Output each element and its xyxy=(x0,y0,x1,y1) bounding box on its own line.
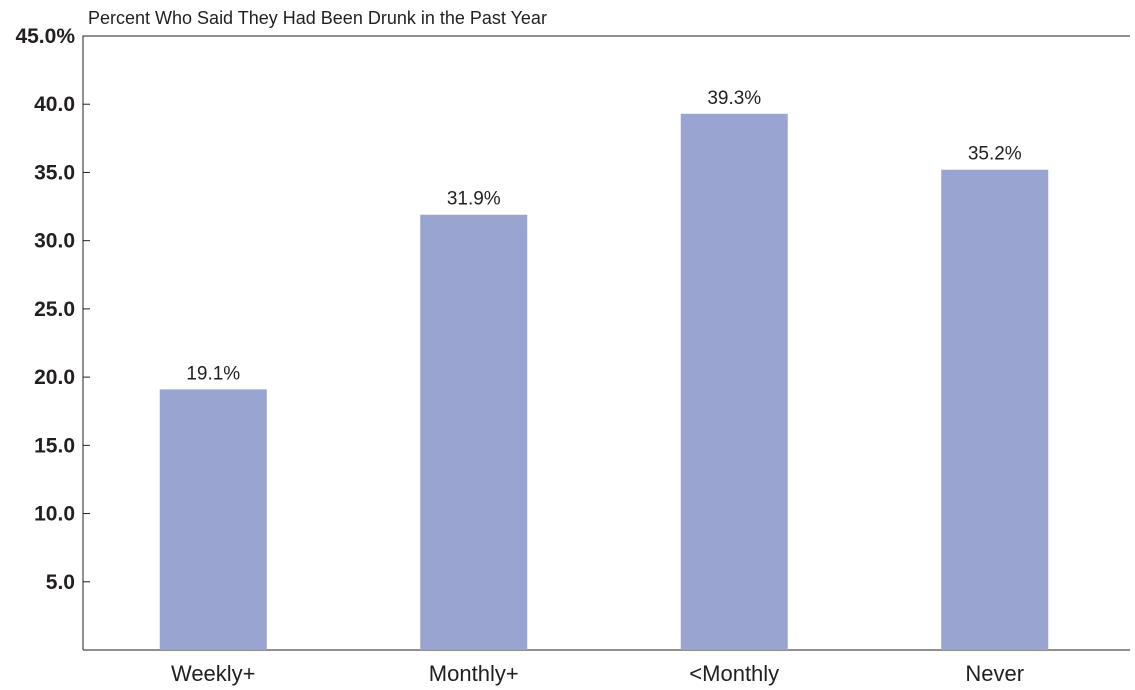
y-tick-label: 15.0 xyxy=(34,434,75,457)
y-tick-label: 5.0 xyxy=(46,571,75,594)
y-tick-label: 30.0 xyxy=(34,230,75,253)
bar xyxy=(941,169,1049,650)
bar xyxy=(159,389,267,650)
y-tick-label: 45.0% xyxy=(15,25,75,48)
x-tick-label: <Monthly xyxy=(689,661,779,686)
bar xyxy=(680,113,788,651)
x-tick-label: Weekly+ xyxy=(171,661,256,686)
x-axis: Weekly+ Monthly+ <Monthly Never xyxy=(83,649,1130,686)
chart-title: Percent Who Said They Had Been Drunk in … xyxy=(88,8,547,28)
y-tick-label: 25.0 xyxy=(34,298,75,321)
y-tick-label: 20.0 xyxy=(34,366,75,389)
data-label: 19.1% xyxy=(186,363,240,384)
data-label: 39.3% xyxy=(707,88,761,109)
x-tick-label: Never xyxy=(965,661,1024,686)
y-axis: 5.0 10.0 15.0 20.0 25.0 30.0 35.0 40.0 45.0% xyxy=(15,25,1130,650)
y-tick-label: 40.0 xyxy=(34,93,75,116)
data-label: 35.2% xyxy=(968,144,1022,165)
bar xyxy=(420,214,528,650)
y-tick-label: 35.0 xyxy=(34,161,75,184)
data-label: 31.9% xyxy=(447,189,501,210)
data-labels: 19.1% 31.9% 39.3% 35.2% xyxy=(186,88,1021,385)
bars xyxy=(159,113,1049,651)
y-tick-label: 10.0 xyxy=(34,503,75,526)
x-tick-label: Monthly+ xyxy=(429,661,519,686)
